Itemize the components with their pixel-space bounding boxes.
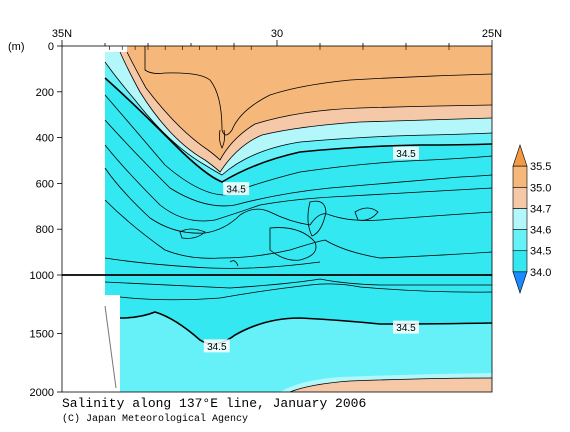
contour-lower-1: [104, 278, 492, 289]
lower-panel-fill: [62, 275, 492, 392]
colorbar-tick-label: 34.7: [530, 203, 551, 215]
contour-eddy-1: [307, 200, 327, 237]
contour-upper-9: [104, 199, 492, 259]
lower-panel-contours: [104, 278, 492, 392]
contour-label: 34.5: [207, 342, 227, 353]
y-tick-label: 600: [36, 178, 54, 190]
y-tick-label: 200: [36, 87, 54, 99]
contour-upper-1: [126, 51, 492, 161]
colorbar-bottom-triangle: [512, 271, 528, 294]
contour-upper-8: [104, 167, 492, 234]
colorbar-tick-label: 35.0: [530, 182, 551, 194]
contour-upper-11: [104, 257, 321, 269]
y-tick-label: 0: [48, 41, 54, 53]
left-axis: 0 200 400 600 800 1000 1500 2000: [30, 41, 62, 399]
colorbar-box: [512, 165, 528, 188]
y-unit-label: (m): [8, 41, 25, 53]
contour-upper-3: [104, 61, 492, 176]
colorbar-tick-label: 34.6: [530, 225, 551, 237]
y-tick-label: 2000: [30, 387, 54, 399]
contour-34.5-lower: [119, 311, 492, 345]
upper-panel-contours: [104, 46, 492, 269]
station-gap-line: [104, 305, 117, 389]
contour-upper-10: [269, 227, 317, 261]
colorbar-box: [512, 208, 528, 230]
contour-upper-12: [229, 260, 239, 267]
contour-upper-5: [104, 94, 492, 196]
x-tick-label: 25N: [482, 28, 502, 40]
contour-lower-4: [289, 377, 492, 392]
colorbar-box: [512, 229, 528, 252]
colorbar-top-triangle: [512, 144, 528, 167]
contour-eddy-2: [354, 207, 379, 221]
colorbar-box: [512, 186, 528, 209]
upper-panel-fill: [62, 46, 492, 275]
contour-34.5-upper: [104, 77, 492, 183]
salinity-band-34.7-35.0-lower: [290, 378, 492, 392]
contour-lower-2: [119, 283, 492, 301]
colorbar-box: [512, 250, 528, 273]
contour-labels: 34.5 34.5 34.5 34.5: [203, 146, 419, 353]
contour-upper-7: [104, 144, 492, 222]
contour-upper-thin-top-1: [144, 46, 492, 136]
colorbar-tick-label: 35.5: [530, 161, 551, 173]
colorbar-tick-label: 34.0: [530, 267, 551, 279]
x-tick-label: 30: [271, 28, 283, 40]
contour-label: 34.5: [396, 323, 416, 334]
y-tick-label: 400: [36, 133, 54, 145]
chart-title: Salinity along 137°E line, January 2006: [62, 396, 366, 411]
y-tick-label: 1000: [30, 270, 54, 282]
contour-label-bg: [203, 339, 230, 353]
contour-label: 34.5: [226, 185, 246, 196]
credit-text: (C) Japan Meteorological Agency: [62, 413, 248, 425]
colorbar-tick-label: 34.5: [530, 246, 551, 258]
salinity-band-35.0-35.5-upper: [127, 46, 492, 160]
no-data-top-strip: [105, 46, 127, 52]
top-axis: 35N 30 25N: [52, 28, 502, 50]
colorbar: 34.0 34.5 34.6 34.7 35.0 35.5: [512, 144, 551, 294]
contour-eddy-3: [179, 228, 206, 239]
y-tick-label: 1500: [30, 329, 54, 341]
contour-label-bg: [393, 146, 419, 160]
contour-label-bg: [223, 182, 250, 196]
x-tick-label: 35N: [52, 28, 72, 40]
contour-upper-6: [104, 119, 492, 207]
contour-upper-thin-top-2: [218, 129, 226, 149]
contour-label-bg: [393, 320, 419, 334]
contour-label: 34.5: [396, 149, 416, 160]
y-tick-label: 800: [36, 224, 54, 236]
contour-upper-2: [119, 51, 492, 173]
